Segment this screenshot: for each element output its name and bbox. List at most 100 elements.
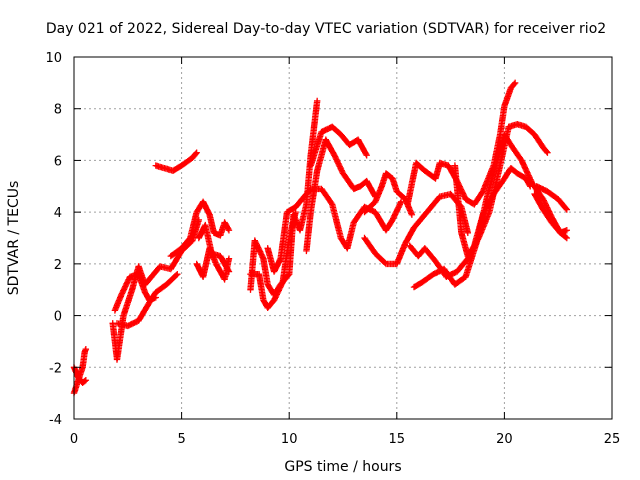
x-tick-label: 15 xyxy=(389,432,406,447)
data-point xyxy=(539,206,555,225)
data-point xyxy=(221,219,232,233)
data-point xyxy=(393,188,408,202)
data-point xyxy=(518,157,535,186)
data-point xyxy=(563,206,571,213)
x-tick-label: 0 xyxy=(70,432,78,447)
series-arc9 xyxy=(195,221,233,275)
data-point xyxy=(298,186,313,203)
data-point xyxy=(471,213,486,249)
data-point xyxy=(404,161,419,208)
data-point xyxy=(350,205,367,226)
data-point xyxy=(419,271,436,286)
y-tick-label: -2 xyxy=(49,361,62,376)
data-point xyxy=(402,225,417,247)
data-point xyxy=(389,200,404,224)
data-point xyxy=(79,377,88,386)
data-point xyxy=(339,170,357,191)
data-point xyxy=(331,152,346,176)
data-point xyxy=(363,177,378,199)
data-point xyxy=(163,272,180,288)
data-point xyxy=(217,252,232,274)
y-tick-label: 0 xyxy=(54,310,62,325)
data-point xyxy=(382,170,395,181)
series-arc11 xyxy=(247,208,299,311)
data-point xyxy=(361,199,378,216)
series-arc10 xyxy=(247,97,321,299)
data-point xyxy=(113,320,130,329)
data-point xyxy=(314,138,329,174)
data-point xyxy=(507,141,524,163)
data-point xyxy=(225,227,233,234)
data-point xyxy=(124,318,141,330)
data-point xyxy=(270,256,284,275)
data-point xyxy=(329,201,344,240)
data-point xyxy=(152,282,169,296)
series-arc17 xyxy=(404,79,519,208)
data-point xyxy=(563,227,571,234)
y-tick-label: 6 xyxy=(54,154,62,169)
data-point xyxy=(307,130,325,169)
data-point xyxy=(187,210,200,242)
data-point xyxy=(292,197,305,211)
data-point xyxy=(318,185,335,207)
data-point xyxy=(193,149,200,156)
data-point xyxy=(451,274,468,288)
data-point xyxy=(453,256,470,275)
data-point xyxy=(471,189,486,208)
data-point xyxy=(167,249,184,273)
data-point xyxy=(428,194,443,211)
data-point xyxy=(555,196,570,212)
series-arc20 xyxy=(451,162,534,260)
data-point xyxy=(361,234,378,256)
series-arc12 xyxy=(264,185,405,275)
data-point xyxy=(372,184,385,205)
data-point xyxy=(382,218,395,234)
data-point xyxy=(563,234,571,242)
data-point xyxy=(408,211,416,218)
data-point xyxy=(372,250,389,266)
data-point xyxy=(120,288,135,319)
data-point xyxy=(178,155,195,169)
series-arc22 xyxy=(531,190,571,236)
data-point xyxy=(432,161,443,182)
data-point xyxy=(531,131,546,150)
data-point xyxy=(277,210,290,262)
data-point xyxy=(413,159,427,173)
data-layer xyxy=(70,79,571,397)
data-point xyxy=(307,99,321,159)
series-arc13 xyxy=(303,136,379,255)
data-point xyxy=(533,183,550,194)
x-axis-label: GPS time / hours xyxy=(284,459,401,475)
data-point xyxy=(251,237,266,261)
data-point xyxy=(169,163,184,174)
data-point xyxy=(118,275,133,299)
series-arc16 xyxy=(361,190,472,268)
data-point xyxy=(135,271,148,295)
data-point xyxy=(270,280,286,304)
data-point xyxy=(111,293,124,314)
data-point xyxy=(531,190,546,212)
y-tick-label: 2 xyxy=(54,258,62,273)
data-point xyxy=(148,264,163,280)
data-point xyxy=(419,204,434,221)
data-point xyxy=(539,144,550,155)
tick-labels: 0 5 10 15 20 25 -4 -2 0 2 4 6 8 10 xyxy=(45,51,620,447)
data-point xyxy=(511,79,519,87)
y-tick-label: -4 xyxy=(49,413,62,428)
data-point xyxy=(410,215,425,231)
data-point xyxy=(514,170,528,181)
data-point xyxy=(286,210,299,242)
data-point xyxy=(484,156,501,200)
data-point xyxy=(501,131,514,147)
data-point xyxy=(501,86,514,110)
data-point xyxy=(440,265,458,287)
plot-frame xyxy=(73,56,613,420)
data-point xyxy=(451,162,465,235)
data-point xyxy=(464,229,472,237)
data-point xyxy=(174,271,181,278)
data-point xyxy=(206,211,217,235)
series-arc6 xyxy=(152,149,200,174)
data-point xyxy=(464,243,477,260)
data-point xyxy=(225,268,233,275)
data-point xyxy=(322,136,337,158)
